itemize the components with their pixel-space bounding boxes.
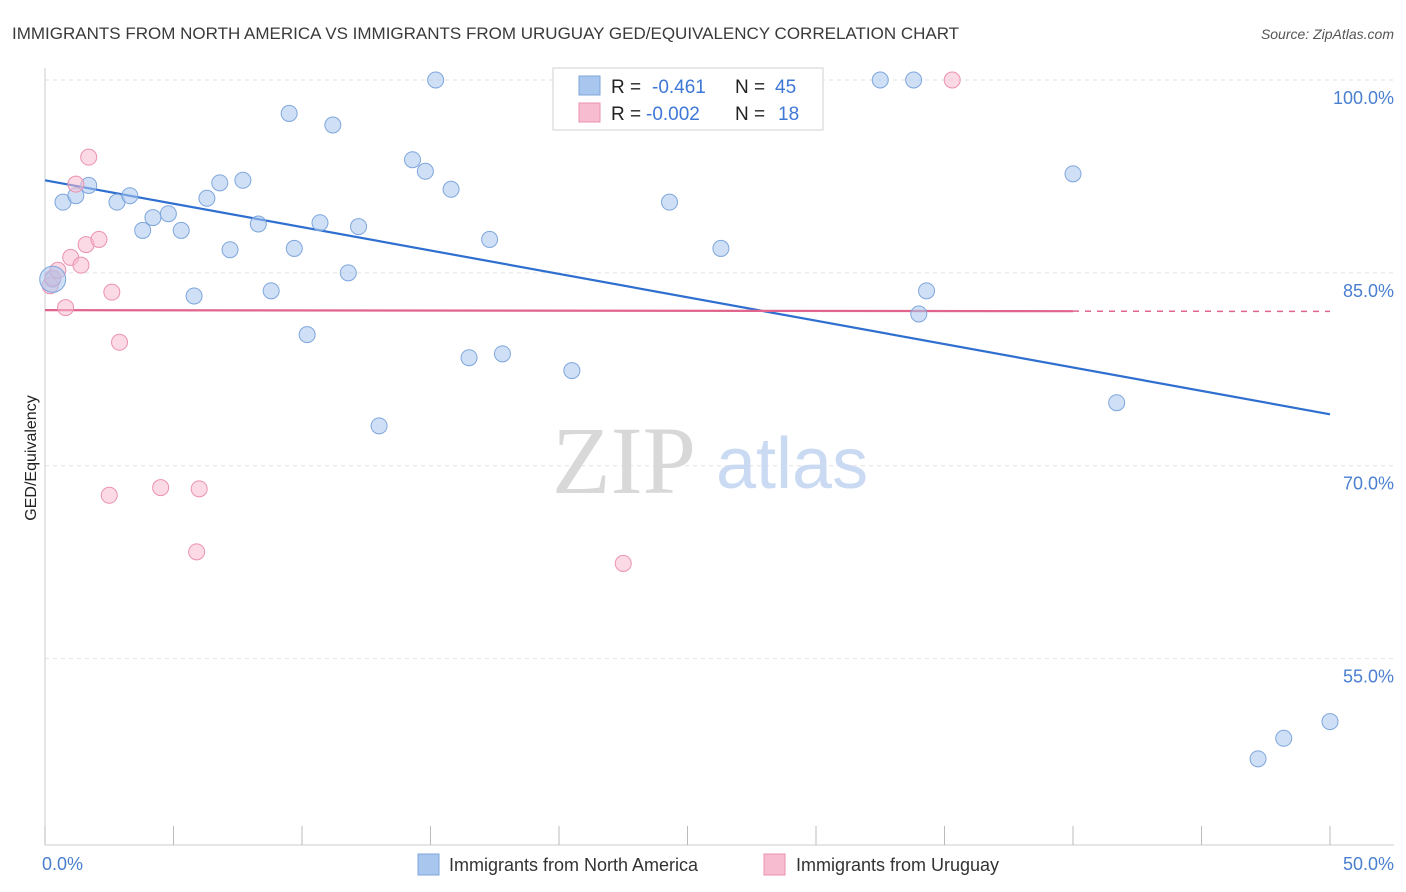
trend-line-0 xyxy=(44,179,1331,416)
trend-line-1 xyxy=(44,309,1074,313)
stats-r-label-1: R = xyxy=(611,77,641,98)
point-north-america xyxy=(493,345,511,363)
point-north-america xyxy=(298,326,316,344)
gridlines xyxy=(45,79,1394,660)
stats-n-label-2: N = xyxy=(735,104,765,125)
y-tick-label: 85.0% xyxy=(1343,281,1394,301)
watermark-atlas: atlas xyxy=(716,424,868,504)
y-tick-label: 70.0% xyxy=(1343,474,1394,494)
point-uruguay xyxy=(152,479,170,497)
stats-swatch-north-america xyxy=(578,75,601,96)
stats-n-value-2: 18 xyxy=(778,104,799,125)
stats-box: R = -0.461 N = 45 R = -0.002 N = 18 xyxy=(552,67,824,131)
point-north-america xyxy=(311,214,329,232)
trend-lines xyxy=(44,179,1331,416)
point-north-america xyxy=(712,239,730,257)
point-north-america xyxy=(198,189,216,207)
stats-n-label-1: N = xyxy=(735,77,765,98)
point-uruguay xyxy=(90,230,108,248)
point-uruguay xyxy=(100,486,118,504)
point-uruguay xyxy=(188,543,206,561)
point-north-america xyxy=(404,151,422,169)
stats-r-value-1: -0.461 xyxy=(652,77,706,98)
point-north-america xyxy=(134,221,152,239)
point-north-america xyxy=(416,162,434,180)
stats-r-label-2: R = xyxy=(611,104,641,125)
legend: Immigrants from North America Immigrants… xyxy=(417,853,999,876)
y-tick-label: 100.0% xyxy=(1333,88,1394,108)
point-uruguay xyxy=(614,554,632,572)
legend-swatch-north-america xyxy=(417,853,440,876)
point-north-america xyxy=(221,241,239,259)
point-uruguay xyxy=(57,299,75,317)
legend-label-north-america: Immigrants from North America xyxy=(449,855,699,875)
point-north-america xyxy=(1064,165,1082,183)
point-north-america xyxy=(905,71,923,89)
point-north-america-cluster xyxy=(39,265,67,293)
point-north-america xyxy=(460,349,478,367)
point-north-america xyxy=(1108,394,1126,412)
x-tick-label-max: 50.0% xyxy=(1343,854,1394,874)
point-north-america xyxy=(211,174,229,192)
point-north-america xyxy=(1321,713,1339,731)
y-tick-labels: 100.0% 85.0% 70.0% 55.0% xyxy=(1333,88,1394,687)
point-north-america xyxy=(910,305,928,323)
point-north-america xyxy=(1249,750,1267,768)
point-north-america xyxy=(661,193,679,211)
point-north-america xyxy=(121,187,139,205)
chart-title: IMMIGRANTS FROM NORTH AMERICA VS IMMIGRA… xyxy=(12,24,959,43)
stats-n-value-1: 45 xyxy=(775,77,796,98)
watermark: ZIP atlas xyxy=(552,407,868,514)
stats-r-value-2: -0.002 xyxy=(646,104,700,125)
legend-label-uruguay: Immigrants from Uruguay xyxy=(796,855,999,875)
point-uruguay xyxy=(80,148,98,166)
point-north-america xyxy=(234,171,252,189)
point-uruguay xyxy=(111,333,129,351)
point-north-america xyxy=(481,230,499,248)
point-uruguay xyxy=(943,71,961,89)
point-north-america xyxy=(370,417,388,435)
point-uruguay xyxy=(103,283,121,301)
point-north-america xyxy=(918,282,936,300)
point-north-america xyxy=(144,209,162,227)
point-north-america xyxy=(427,71,445,89)
point-north-america xyxy=(172,221,190,239)
point-north-america xyxy=(285,239,303,257)
point-north-america xyxy=(1275,729,1293,747)
point-uruguay xyxy=(190,480,208,498)
y-axis-title: GED/Equivalency xyxy=(23,395,40,520)
point-north-america xyxy=(563,362,581,380)
x-axis-ticks xyxy=(44,826,1331,845)
point-uruguay xyxy=(72,256,90,274)
stats-swatch-uruguay xyxy=(578,102,601,123)
point-north-america xyxy=(442,180,460,198)
chart-source: Source: ZipAtlas.com xyxy=(1261,26,1394,42)
point-north-america xyxy=(324,116,342,134)
point-uruguay xyxy=(67,175,85,193)
point-north-america xyxy=(350,218,368,236)
watermark-zip: ZIP xyxy=(552,407,696,514)
point-north-america xyxy=(262,282,280,300)
point-north-america xyxy=(249,215,267,233)
point-north-america xyxy=(185,287,203,305)
point-north-america xyxy=(871,71,889,89)
point-north-america xyxy=(280,104,298,122)
y-tick-label: 55.0% xyxy=(1343,667,1394,687)
x-tick-label-min: 0.0% xyxy=(42,854,83,874)
point-north-america xyxy=(339,264,357,282)
legend-swatch-uruguay xyxy=(763,853,786,876)
point-north-america xyxy=(159,205,177,223)
